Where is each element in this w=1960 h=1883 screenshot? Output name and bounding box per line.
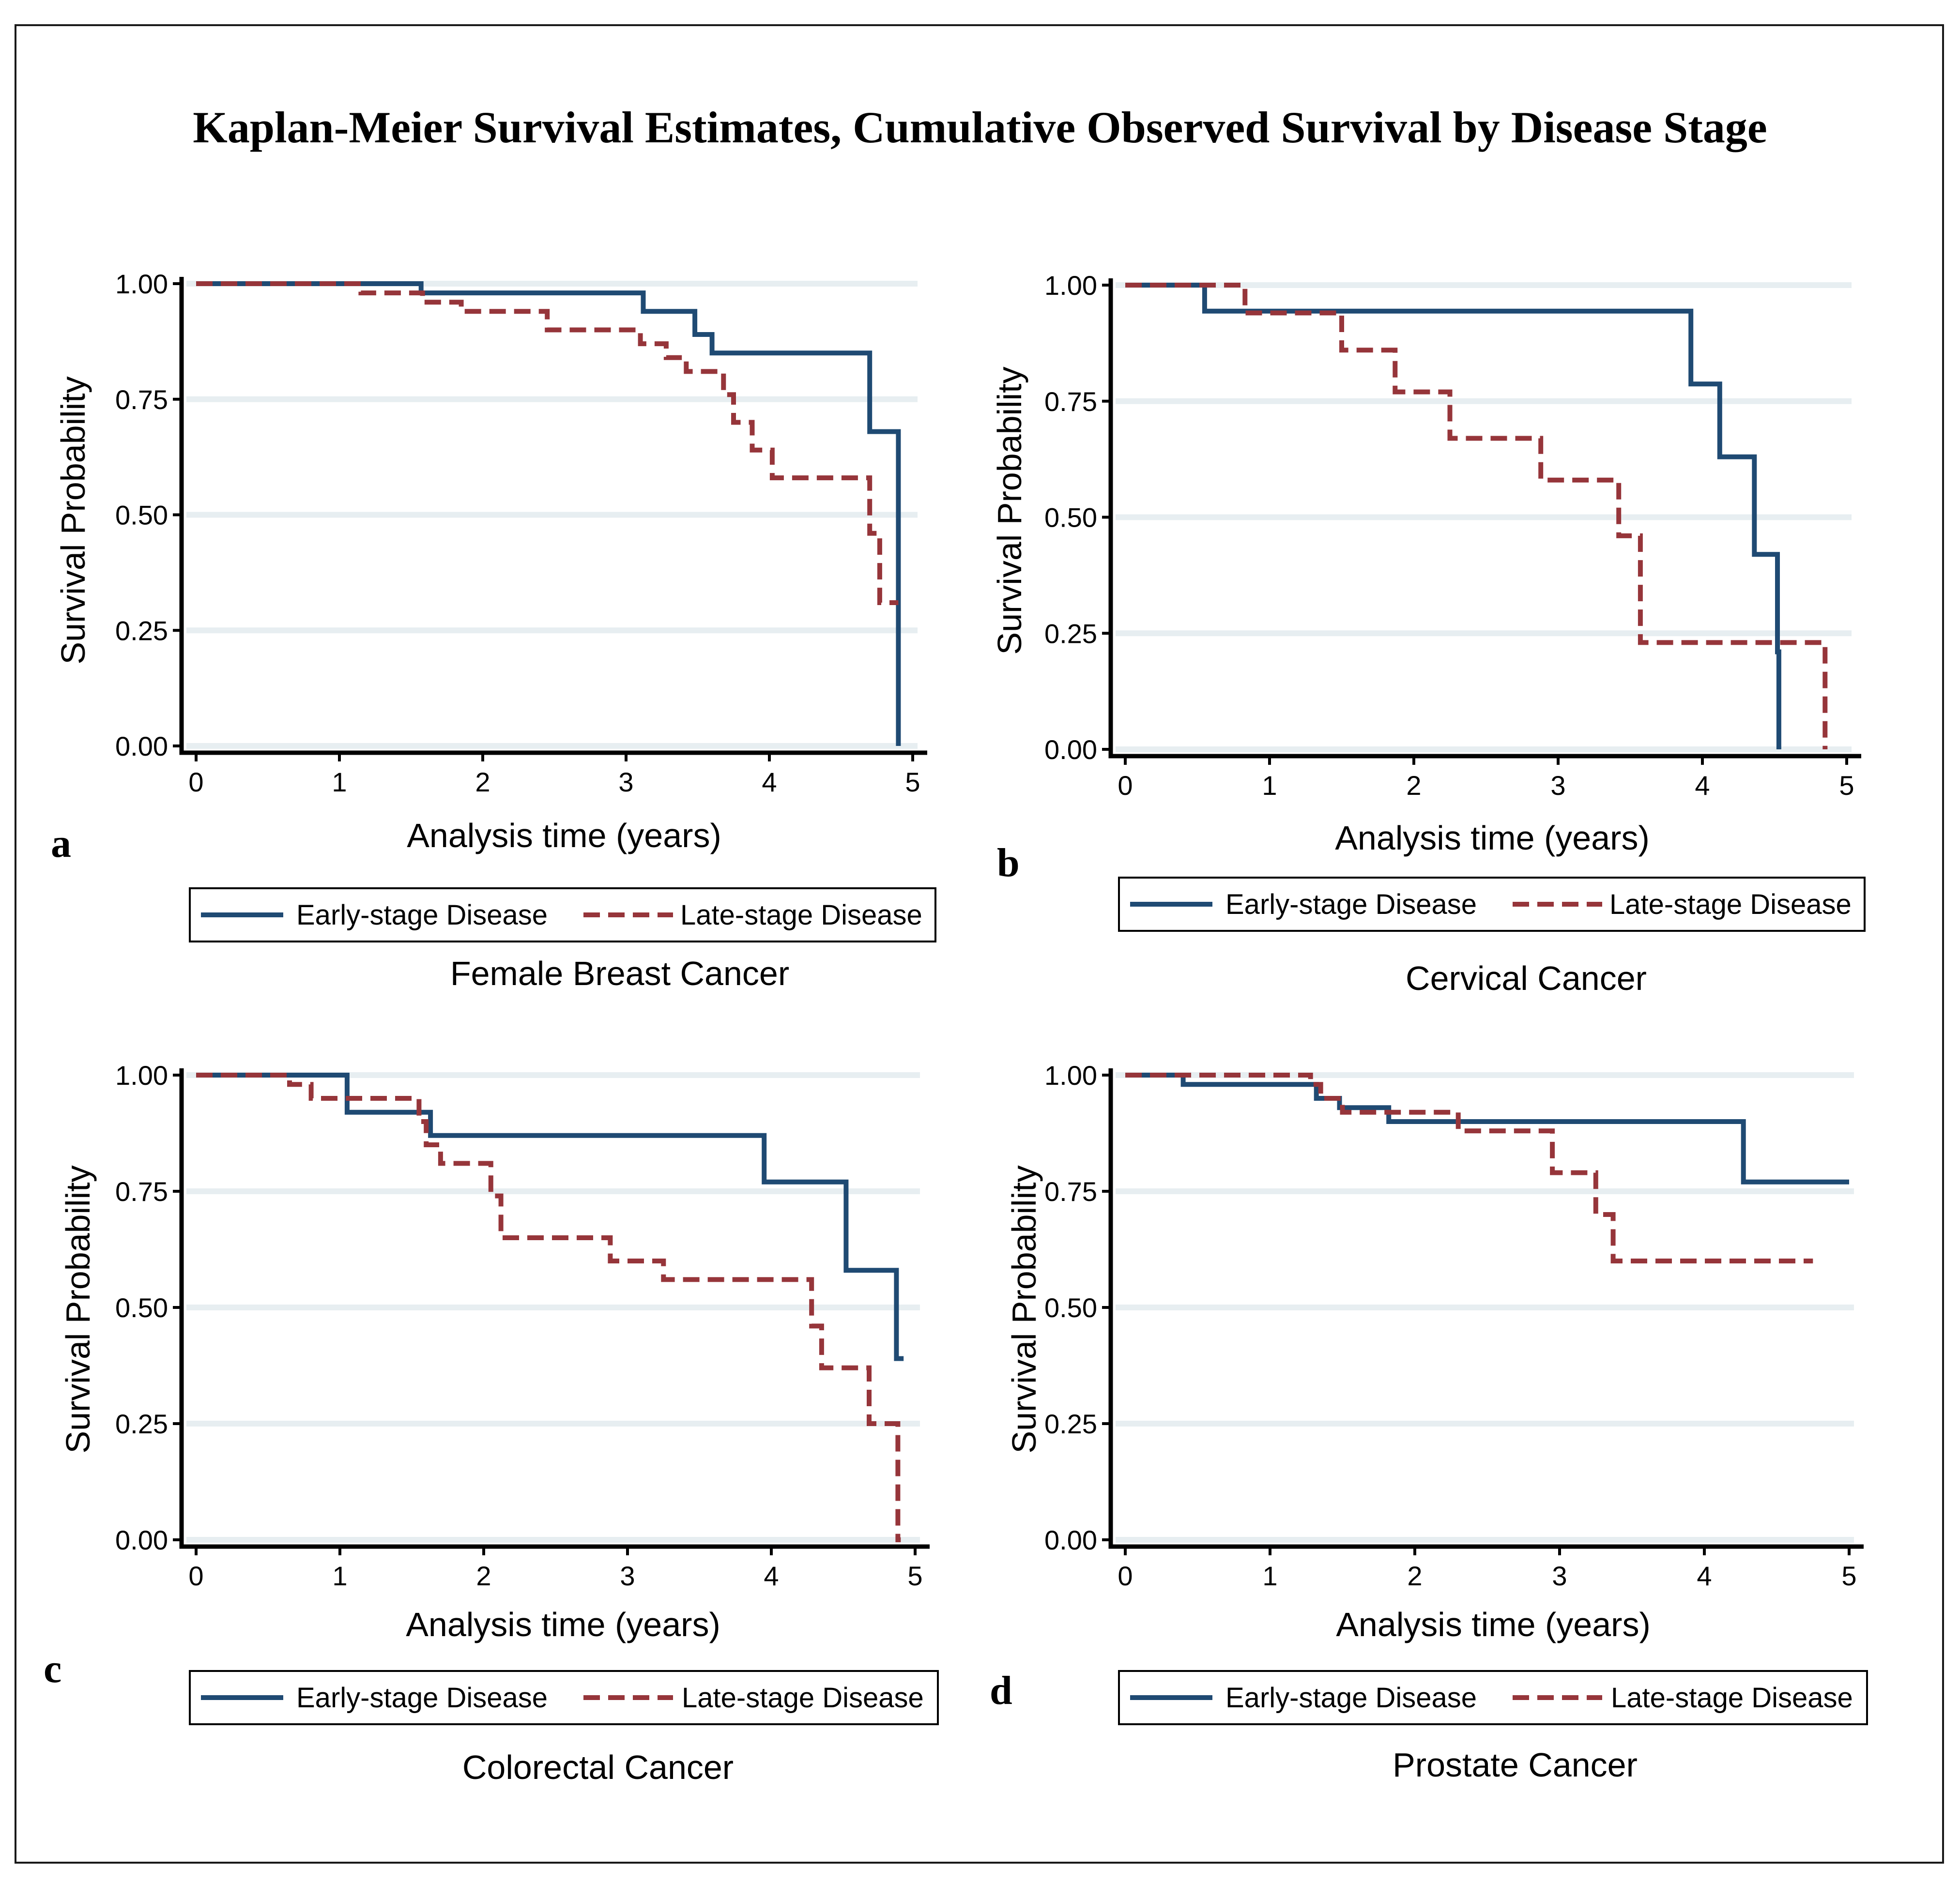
late-stage-curve (1125, 283, 1828, 749)
y-tick-label: 0.00 (115, 1525, 168, 1555)
legend-box (1118, 1670, 1868, 1725)
x-tick-label: 1 (332, 767, 347, 797)
x-tick-label: 2 (476, 1561, 491, 1591)
legend-late-label: Late-stage Disease (1611, 1682, 1853, 1714)
x-tick-label: 5 (907, 1561, 922, 1591)
y-tick-label: 0.75 (115, 1176, 168, 1207)
legend-late-label: Late-stage Disease (1609, 889, 1852, 920)
y-tick-label: 0.00 (1044, 734, 1097, 765)
panel-letter: a (51, 821, 71, 866)
y-axis-label: Survival Probability (1005, 1165, 1043, 1453)
axes-frame (1108, 1068, 1864, 1549)
panel-caption: Female Breast Cancer (450, 955, 789, 992)
x-tick-label: 4 (1697, 1561, 1712, 1591)
legend-early-label: Early-stage Disease (296, 899, 548, 931)
panel-caption: Cervical Cancer (1406, 959, 1647, 997)
axes-frame (179, 1068, 930, 1549)
panel-letter: b (997, 840, 1020, 885)
panel-caption: Colorectal Cancer (462, 1748, 734, 1786)
early-stage-curve (1125, 1073, 1849, 1184)
x-tick-label: 3 (1550, 770, 1565, 801)
x-tick-label: 0 (188, 767, 203, 797)
legend-early-label: Early-stage Disease (296, 1682, 548, 1714)
y-tick-label: 0.00 (1044, 1525, 1097, 1555)
y-tick-label: 0.75 (1044, 386, 1097, 417)
y-tick-label: 0.25 (1044, 618, 1097, 649)
legend-late-label: Late-stage Disease (680, 899, 922, 931)
late-stage-curve (1125, 1073, 1813, 1263)
x-tick-label: 0 (188, 1561, 203, 1591)
legend-early-label: Early-stage Disease (1225, 1682, 1477, 1714)
x-tick-label: 0 (1118, 1561, 1133, 1591)
panel-d-chart: 0.00 0.25 0.50 0.75 1.00 0 1 2 3 4 5 Survival Prob… (990, 1060, 1868, 1784)
x-tick-label: 4 (1695, 770, 1710, 801)
legend-box (189, 1670, 939, 1725)
y-tick-label: 0.50 (115, 500, 168, 531)
figure-title: Kaplan-Meier Survival Estimates, Cumulat… (193, 103, 1767, 152)
x-tick-label: 1 (1262, 1561, 1277, 1591)
x-tick-label: 2 (1406, 770, 1421, 801)
y-tick-label: 0.25 (115, 615, 168, 646)
axes-frame (179, 277, 927, 755)
late-stage-curve (196, 281, 899, 605)
x-axis-label: Analysis time (years) (1336, 1606, 1651, 1643)
panel-letter: c (44, 1646, 61, 1691)
legend-early-label: Early-stage Disease (1225, 889, 1477, 920)
panel-b-chart: 0.00 0.25 0.50 0.75 1.00 0 1 2 3 4 5 Survival Prob… (991, 270, 1866, 997)
y-tick-label: 0.25 (115, 1409, 168, 1439)
y-axis-label: Survival Probability (59, 1165, 97, 1453)
y-tick-label: 1.00 (1044, 270, 1097, 301)
x-tick-label: 5 (1839, 770, 1854, 801)
y-tick-label: 0.75 (115, 384, 168, 415)
x-tick-label: 1 (332, 1561, 347, 1591)
panel-a-chart: 0.00 0.25 0.50 0.75 1.00 0 1 2 3 4 5 Survival Prob… (51, 269, 936, 992)
panel-caption: Prostate Cancer (1393, 1746, 1638, 1784)
x-tick-label: 3 (618, 767, 633, 797)
y-tick-label: 0.50 (1044, 502, 1097, 533)
y-tick-label: 1.00 (115, 269, 168, 299)
legend-box (1118, 877, 1866, 932)
panel-letter: d (990, 1668, 1012, 1713)
x-tick-label: 2 (1407, 1561, 1422, 1591)
x-tick-label: 1 (1262, 770, 1277, 801)
y-axis-label: Survival Probability (54, 376, 92, 664)
x-axis-label: Analysis time (years) (1335, 819, 1650, 857)
x-tick-label: 3 (1552, 1561, 1567, 1591)
panel-c-chart: 0.00 0.25 0.50 0.75 1.00 0 1 2 3 4 5 Survival Prob… (44, 1060, 939, 1786)
x-tick-label: 5 (905, 767, 920, 797)
y-axis-label: Survival Probability (991, 366, 1028, 654)
x-tick-label: 4 (762, 767, 777, 797)
x-axis-label: Analysis time (years) (407, 817, 721, 854)
early-stage-curve (196, 1073, 904, 1361)
y-tick-label: 0.00 (115, 731, 168, 761)
x-tick-label: 4 (764, 1561, 779, 1591)
y-tick-label: 1.00 (1044, 1060, 1097, 1091)
x-tick-label: 5 (1841, 1561, 1856, 1591)
y-tick-label: 0.50 (1044, 1292, 1097, 1323)
x-tick-label: 0 (1118, 770, 1133, 801)
early-stage-curve (1125, 283, 1781, 749)
y-tick-label: 0.50 (115, 1292, 168, 1323)
legend-box (189, 887, 936, 942)
y-tick-label: 0.75 (1044, 1176, 1097, 1207)
x-axis-label: Analysis time (years) (406, 1606, 720, 1643)
legend-late-label: Late-stage Disease (682, 1682, 924, 1714)
figure-frame (15, 24, 1944, 1864)
axes-frame (1108, 278, 1861, 759)
y-tick-label: 1.00 (115, 1060, 168, 1091)
x-tick-label: 3 (620, 1561, 635, 1591)
y-tick-label: 0.25 (1044, 1409, 1097, 1439)
x-tick-label: 2 (475, 767, 490, 797)
late-stage-curve (196, 1073, 901, 1542)
